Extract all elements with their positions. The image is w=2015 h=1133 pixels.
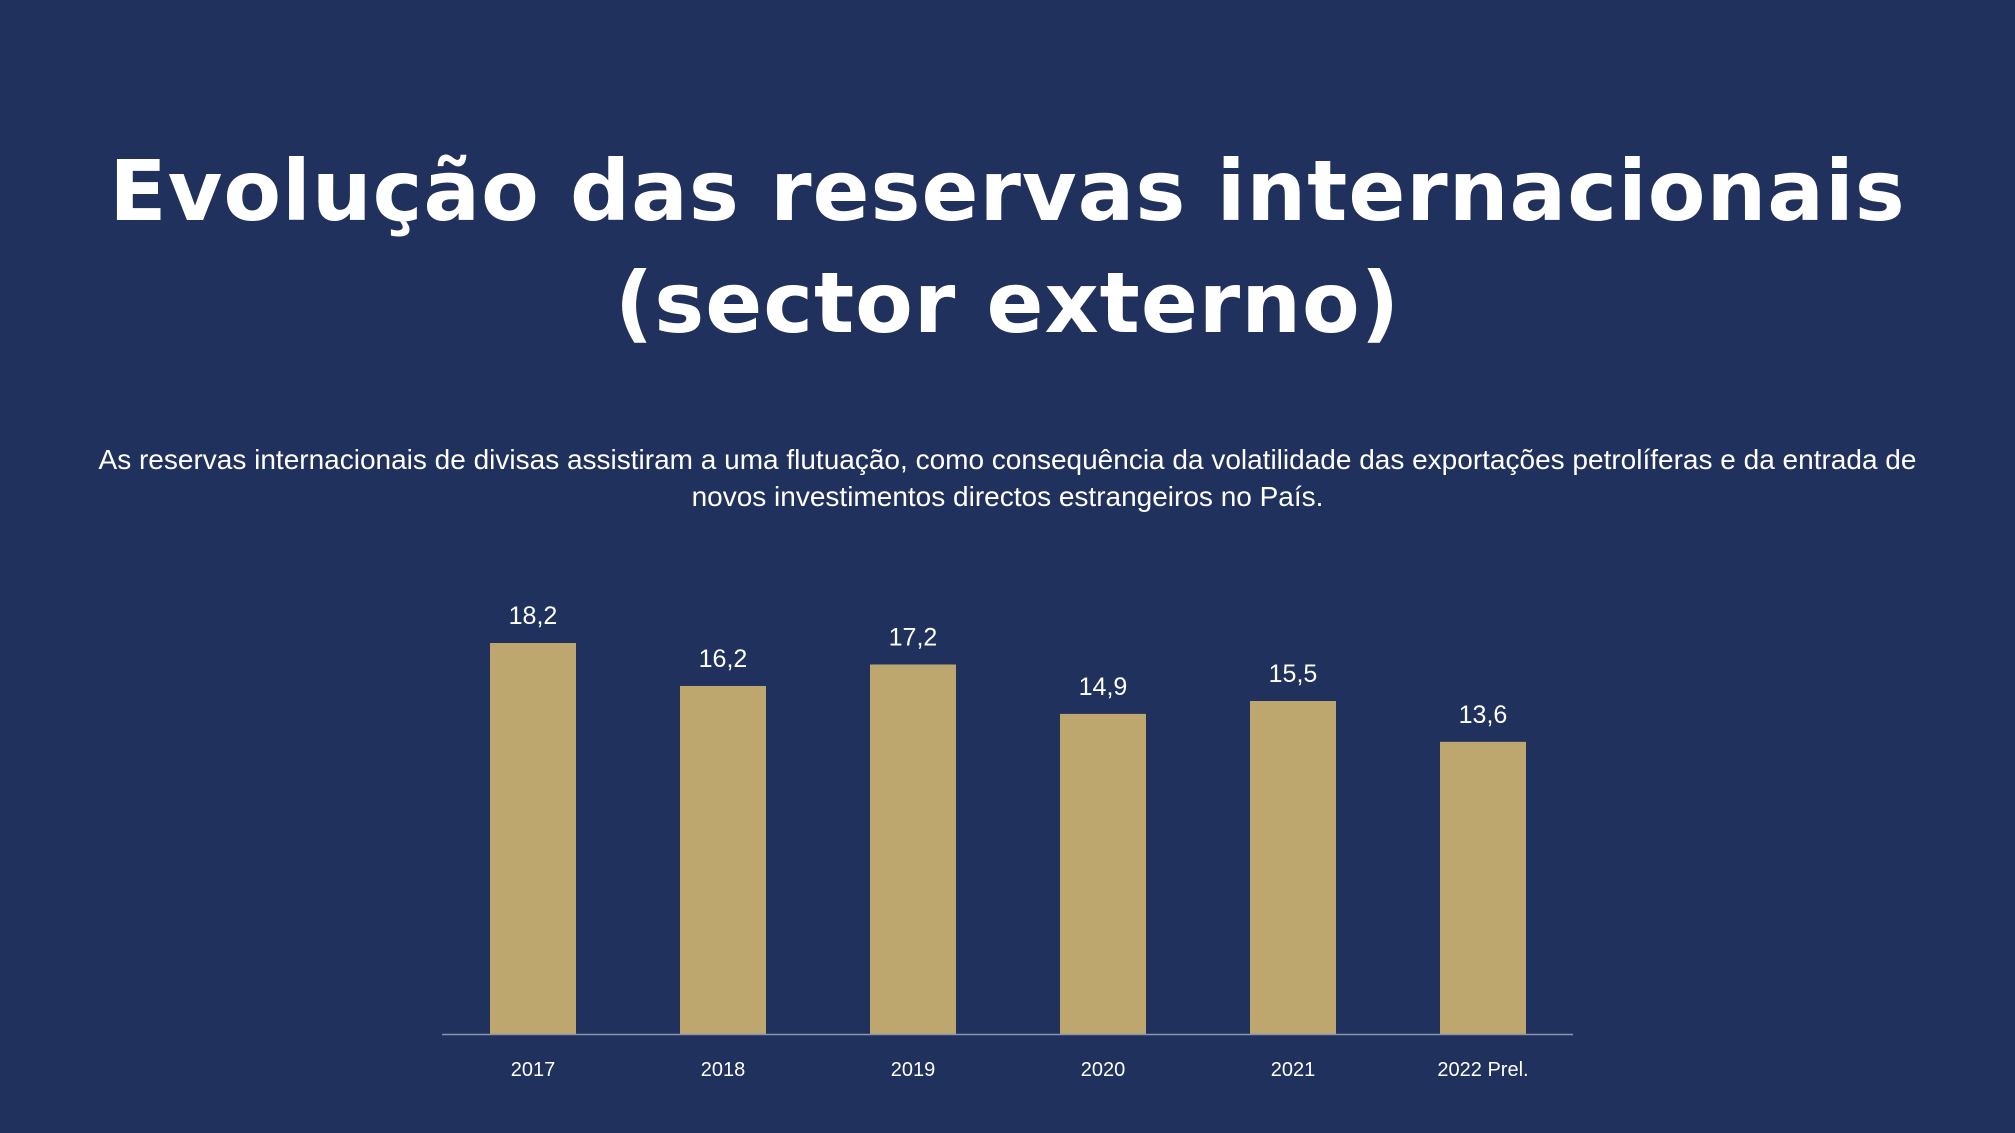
data-label: 18,2	[509, 602, 558, 630]
data-label: 13,6	[1459, 701, 1508, 729]
bar-2021	[1250, 701, 1336, 1034]
data-label: 16,2	[699, 645, 748, 673]
bar-2019	[870, 664, 956, 1034]
page-title: Evolução das reservas internacionais (se…	[109, 142, 1906, 352]
x-tick-label: 2017	[511, 1059, 556, 1081]
data-label: 17,2	[889, 623, 938, 651]
data-label: 14,9	[1079, 673, 1128, 701]
bar-2022-prel-	[1440, 741, 1526, 1034]
x-tick-label: 2022 Prel.	[1437, 1059, 1528, 1081]
bar-2017	[490, 643, 576, 1034]
x-tick-label: 2020	[1081, 1059, 1126, 1081]
page-subtitle: As reservas internacionais de divisas as…	[98, 444, 1917, 512]
x-tick-label: 2019	[891, 1059, 936, 1081]
data-label: 15,5	[1269, 660, 1318, 688]
bar-2020	[1060, 713, 1146, 1034]
x-tick-label: 2021	[1271, 1059, 1316, 1081]
x-tick-label: 2018	[701, 1059, 746, 1081]
bar-2018	[680, 685, 766, 1034]
